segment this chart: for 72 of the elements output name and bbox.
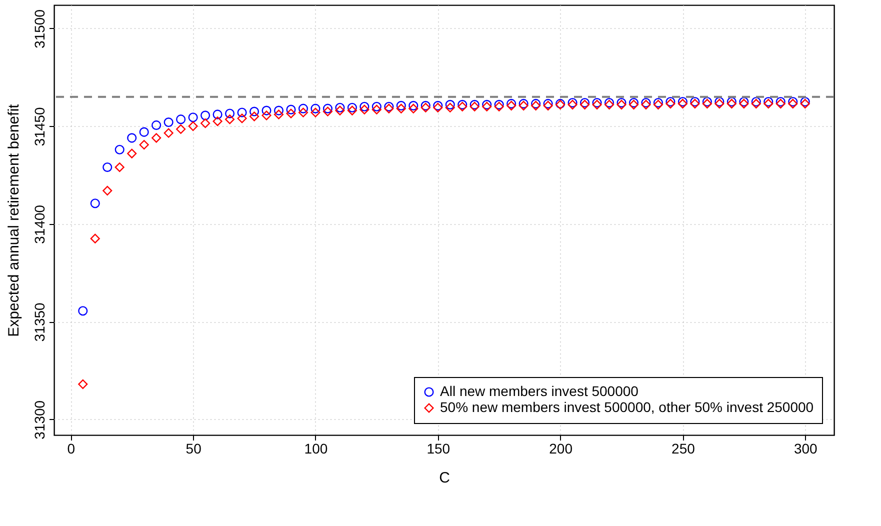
x-tick-label: 250 xyxy=(672,440,696,456)
x-tick-label: 0 xyxy=(67,440,76,456)
point xyxy=(139,127,149,137)
point xyxy=(360,104,370,114)
point xyxy=(102,162,112,172)
point xyxy=(249,112,260,122)
point xyxy=(188,121,198,131)
point xyxy=(298,108,308,118)
point xyxy=(188,112,198,122)
point xyxy=(286,104,296,114)
point xyxy=(237,108,247,118)
point xyxy=(225,114,235,124)
x-tick-label: 300 xyxy=(794,440,818,456)
point xyxy=(176,124,186,134)
point xyxy=(114,162,124,172)
point xyxy=(152,120,162,130)
point xyxy=(164,118,174,128)
point xyxy=(78,306,88,316)
point xyxy=(347,106,357,116)
point xyxy=(335,106,345,116)
point xyxy=(372,104,382,114)
point xyxy=(164,128,174,138)
point xyxy=(310,104,320,114)
point xyxy=(347,102,357,112)
y-tick-label: 31400 xyxy=(32,204,48,244)
point xyxy=(90,198,100,208)
point xyxy=(152,133,162,143)
point xyxy=(335,102,345,112)
point xyxy=(212,110,222,120)
point xyxy=(237,114,247,124)
point xyxy=(322,106,332,116)
point xyxy=(286,108,296,118)
point xyxy=(200,118,210,128)
y-tick-label: 31450 xyxy=(32,107,48,146)
point xyxy=(396,104,406,114)
point xyxy=(249,106,260,116)
x-tick-label: 100 xyxy=(304,440,328,456)
point xyxy=(176,114,186,124)
point xyxy=(408,100,418,110)
point xyxy=(102,186,112,196)
point xyxy=(139,140,149,150)
point xyxy=(274,110,284,120)
point xyxy=(274,106,284,116)
x-axis-title: C xyxy=(439,470,450,486)
point xyxy=(298,104,308,114)
point xyxy=(78,379,88,389)
x-tick-label: 50 xyxy=(186,440,202,456)
point xyxy=(408,104,418,114)
point xyxy=(360,102,370,112)
point xyxy=(310,108,320,118)
point xyxy=(445,100,455,110)
y-axis-title: Expected annual retirement benefit xyxy=(6,103,22,337)
legend-label: All new members invest 500000 xyxy=(440,383,639,399)
y-tick-label: 31350 xyxy=(32,302,48,342)
point xyxy=(127,133,137,143)
point xyxy=(322,104,332,114)
point xyxy=(127,148,137,158)
point xyxy=(200,110,210,120)
y-tick-label: 31300 xyxy=(32,400,48,440)
point xyxy=(396,100,406,110)
point xyxy=(90,234,100,244)
y-tick-label: 31500 xyxy=(32,9,48,48)
point xyxy=(372,102,382,112)
point xyxy=(262,110,272,120)
point xyxy=(114,144,124,154)
point xyxy=(262,106,272,116)
x-tick-label: 150 xyxy=(426,440,450,456)
point xyxy=(445,102,455,112)
legend-label: 50% new members invest 500000, other 50% invest 250000 xyxy=(440,399,814,415)
point xyxy=(225,108,235,118)
x-tick-label: 200 xyxy=(549,440,573,456)
point xyxy=(212,116,222,126)
